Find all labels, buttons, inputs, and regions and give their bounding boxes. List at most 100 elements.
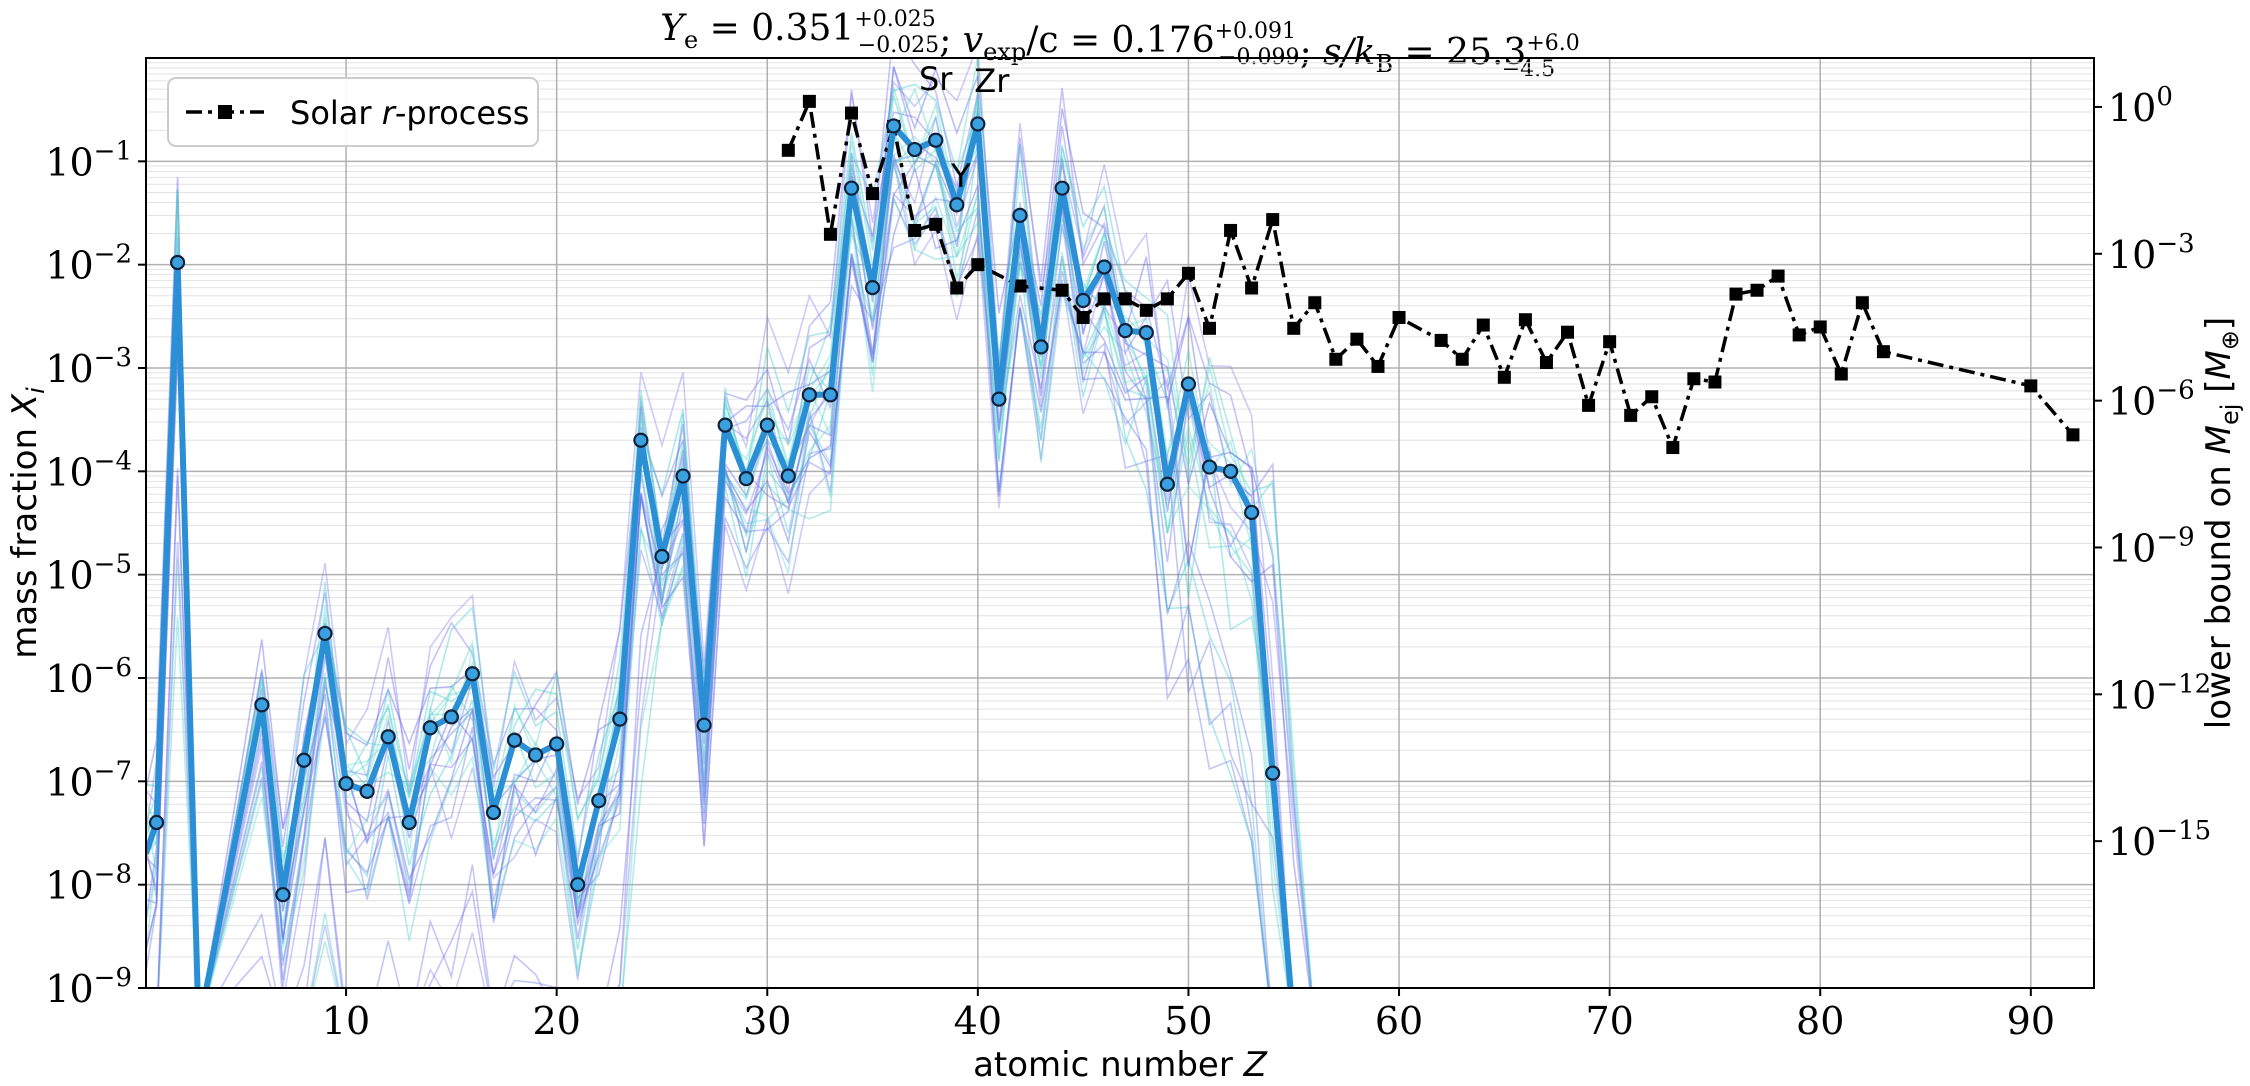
model-point	[254, 697, 270, 713]
ensemble-line	[146, 158, 1289, 988]
y-tick-label: 10−5	[45, 550, 132, 598]
x-tick-label: 40	[954, 999, 1002, 1043]
ensemble-line	[146, 206, 1269, 988]
ensemble-line	[157, 141, 1291, 988]
model-point	[1075, 292, 1091, 309]
solar-point	[1181, 266, 1195, 280]
grid-major	[146, 58, 2094, 988]
ensemble-line	[146, 58, 1293, 988]
model-point	[1012, 207, 1028, 223]
solar-point	[1729, 287, 1743, 301]
model-point	[1201, 459, 1218, 475]
model-point	[401, 814, 417, 831]
legend: Solar r-process	[167, 77, 539, 147]
model-point	[633, 432, 649, 448]
solar-point	[1434, 333, 1448, 347]
solar-point	[1350, 332, 1364, 346]
x-tick-label: 90	[2007, 999, 2055, 1043]
model-point	[169, 254, 186, 271]
model-point	[801, 387, 817, 403]
title: Ye = 0.351+0.025 −0.025; vexp/c = 0.176+0…	[660, 7, 1580, 82]
element-annotations: Sr Y Zr	[919, 60, 1010, 195]
y-tick-label: 10−1	[45, 136, 132, 184]
ensemble-lines	[146, 58, 1313, 988]
y-axis-right: 100 10−3 10−6 10−9 10−12 10−15	[2094, 82, 2211, 864]
model-point	[1265, 765, 1281, 781]
model-point	[843, 180, 860, 196]
solar-point	[1203, 321, 1217, 335]
solar-point	[1876, 345, 1890, 359]
solar-line	[786, 95, 2075, 453]
y2-tick-label: 10−12	[2108, 669, 2211, 717]
ensemble-line	[146, 133, 1292, 988]
model-point	[654, 548, 670, 565]
ensemble-line	[146, 83, 1294, 988]
solar-point	[2066, 428, 2080, 442]
solar-point	[908, 223, 922, 237]
y-axis-label: mass fraction Xi	[5, 387, 50, 659]
model-point	[275, 887, 291, 903]
model-point	[1138, 325, 1154, 341]
model-point	[949, 197, 965, 213]
model-point	[738, 471, 754, 487]
y-tick-label: 10−6	[45, 653, 132, 701]
x-tick-label: 60	[1375, 999, 1423, 1043]
solar-point	[1266, 213, 1280, 227]
y-tick-label: 10−4	[45, 446, 132, 494]
x-tick-label: 50	[1164, 999, 1212, 1043]
x-tick-label: 20	[532, 999, 580, 1043]
ensemble-line	[146, 66, 1293, 988]
model-point	[591, 793, 607, 809]
model-point	[970, 116, 986, 132]
solar-point	[1645, 390, 1659, 404]
solar-point	[1834, 367, 1848, 381]
model-point	[759, 417, 775, 433]
solar-point	[1013, 279, 1027, 293]
model-point	[1222, 463, 1239, 479]
x-tick-label: 30	[743, 999, 791, 1043]
solar-point	[1055, 283, 1069, 297]
plot-frame	[145, 57, 2095, 989]
legend-box	[167, 77, 539, 147]
solar-point	[1708, 375, 1722, 389]
ensemble-line	[157, 66, 1271, 988]
annotation-y: Y	[950, 157, 971, 195]
solar-point	[1476, 318, 1490, 332]
y-tick-label: 10−3	[45, 343, 132, 391]
solar-point	[950, 281, 964, 295]
model-point	[1054, 180, 1070, 196]
y2-tick-label: 100	[2108, 82, 2173, 130]
solar-point	[1076, 310, 1090, 324]
model-point	[443, 709, 459, 725]
model-point	[549, 736, 565, 752]
solar-point	[1624, 408, 1638, 422]
annotation-zr: Zr	[974, 62, 1010, 100]
y-tick-label: 10−9	[45, 963, 132, 1011]
model-point	[886, 118, 902, 134]
x-axis: 10 20 30 40 50 60 70 80 90	[322, 988, 2055, 1043]
solar-point	[1497, 370, 1511, 384]
model-point	[1096, 259, 1112, 275]
y-tick-label: 10−7	[45, 756, 132, 804]
y-axis-left: 10−1 10−2 10−3 10−4 10−5 10−6 10−7 10−8 10−9	[45, 136, 146, 1011]
y2-tick-label: 10−3	[2108, 229, 2195, 277]
solar-point	[1118, 292, 1132, 306]
solar-point	[1771, 269, 1785, 283]
solar-point	[1666, 441, 1680, 455]
x-tick-label: 70	[1585, 999, 1633, 1043]
solar-point	[1287, 321, 1301, 335]
solar-point	[971, 258, 985, 272]
model-point	[296, 752, 312, 768]
model-point	[506, 732, 523, 748]
solar-point	[802, 94, 816, 108]
model-point	[1159, 476, 1175, 492]
y2-tick-label: 10−15	[2108, 816, 2211, 864]
model-point	[864, 279, 881, 296]
solar-point	[1455, 352, 1469, 366]
ensemble-line	[157, 116, 1291, 988]
y2-tick-label: 10−6	[2108, 376, 2195, 424]
solar-point	[1582, 398, 1596, 412]
annotation-sr: Sr	[919, 60, 953, 98]
model-point	[696, 717, 712, 733]
plot-area: Sr Y Zr	[146, 58, 2094, 988]
